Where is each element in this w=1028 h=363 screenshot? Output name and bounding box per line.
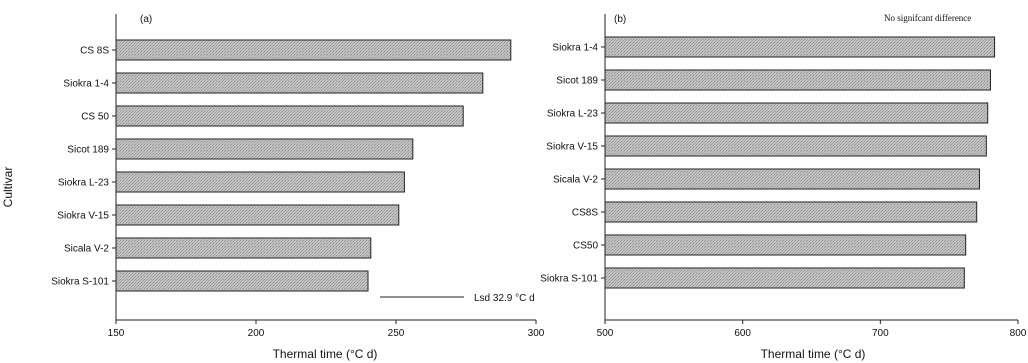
significance-note-b: No signifcant difference xyxy=(884,13,971,23)
panel-a-label: (a) xyxy=(140,14,152,25)
category-label: CS 50 xyxy=(81,112,109,123)
bar-cs-8s xyxy=(115,39,512,61)
bar-sicot-189 xyxy=(604,69,991,91)
category-label: CS 8S xyxy=(80,46,109,57)
x-tick-label: 250 xyxy=(388,328,405,339)
panel-b-label: (b) xyxy=(614,14,626,25)
bar-sicala-v-2 xyxy=(604,168,980,190)
bar-siokra-v-15 xyxy=(115,204,400,226)
bar-sicot-189 xyxy=(115,138,414,160)
bar-siokra-l-23 xyxy=(115,171,405,193)
category-label: Siokra V-15 xyxy=(57,211,109,222)
bars-a xyxy=(115,39,512,292)
bar-cs8s xyxy=(604,201,978,223)
category-labels-b: Siokra 1-4 Sicot 189 Siokra L-23 Siokra V-1… xyxy=(540,43,605,285)
x-tick-label: 700 xyxy=(872,328,889,339)
bar-siokra-s-101 xyxy=(115,270,369,292)
bar-siokra-v-15 xyxy=(604,135,987,157)
category-label: Siokra S-101 xyxy=(51,277,109,288)
category-labels-a: CS 8S Siokra 1-4 CS 50 Sicot 189 Siokra L-23… xyxy=(51,46,116,288)
x-tick-label: 200 xyxy=(248,328,265,339)
chart-panel-b: (b) Thermal time (°C d) No signifcant di… xyxy=(540,13,1027,361)
x-tick-label: 150 xyxy=(108,328,125,339)
category-label: Siokra V-15 xyxy=(546,142,598,153)
category-label: CS8S xyxy=(572,208,598,219)
bar-siokra-1-4 xyxy=(604,36,996,58)
category-label: Siokra 1-4 xyxy=(63,79,109,90)
x-ticks-b: 500 600 700 800 xyxy=(597,320,1027,339)
x-axis-label-b: Thermal time (°C d) xyxy=(761,347,866,361)
x-ticks-a: 150 200 250 300 xyxy=(108,320,545,339)
category-label: Siokra 1-4 xyxy=(552,43,598,54)
x-tick-label: 500 xyxy=(597,328,614,339)
category-label: Siokra S-101 xyxy=(540,274,598,285)
x-axis-label-a: Thermal time (°C d) xyxy=(273,347,378,361)
bar-siokra-l-23 xyxy=(604,102,989,124)
x-tick-label: 800 xyxy=(1010,328,1027,339)
bar-cs50 xyxy=(604,234,967,256)
category-label: Sicot 189 xyxy=(67,145,109,156)
x-tick-label: 300 xyxy=(528,328,545,339)
bar-siokra-1-4 xyxy=(115,72,484,94)
category-label: Sicala V-2 xyxy=(553,175,598,186)
lsd-annotation-a: Lsd 32.9 °C d xyxy=(474,293,535,304)
category-label: Sicot 189 xyxy=(556,76,598,87)
category-label: CS50 xyxy=(573,241,598,252)
category-label: Siokra L-23 xyxy=(547,109,599,120)
y-axis-label-a: Cultivar xyxy=(1,167,15,208)
chart-panel-a: (a) Cultivar Thermal time (°C d) Lsd 32.… xyxy=(1,14,545,361)
category-label: Sicala V-2 xyxy=(64,244,109,255)
x-tick-label: 600 xyxy=(734,328,751,339)
bar-sicala-v-2 xyxy=(115,237,372,259)
bar-cs-50 xyxy=(115,105,464,127)
bars-b xyxy=(604,36,996,289)
category-label: Siokra L-23 xyxy=(58,178,110,189)
bar-siokra-s-101 xyxy=(604,267,965,289)
